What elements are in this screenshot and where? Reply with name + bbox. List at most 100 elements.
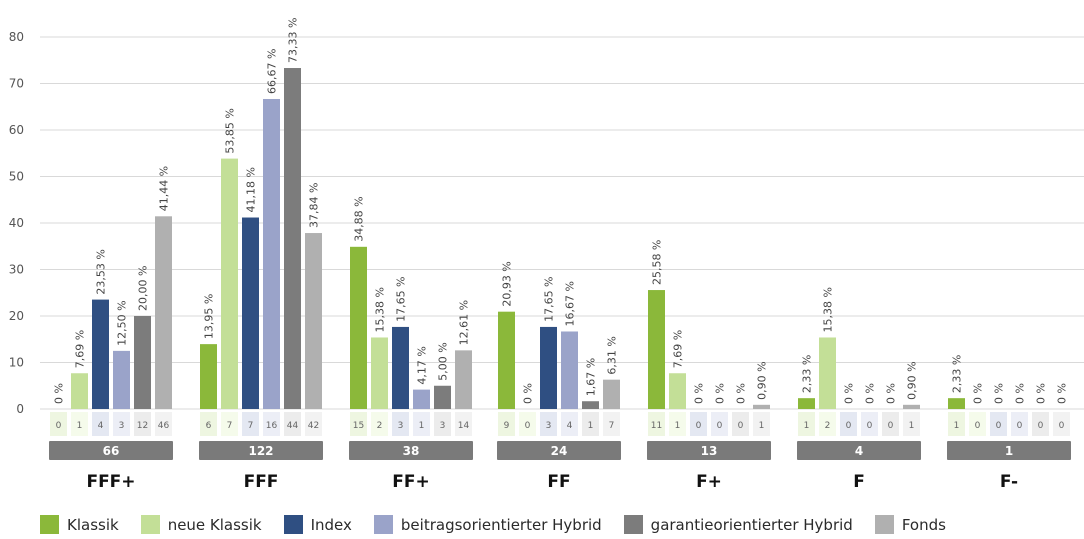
data-label: 0 % <box>735 383 748 404</box>
count-label: 7 <box>609 421 615 431</box>
count-cell <box>753 412 770 436</box>
count-cell <box>50 412 67 436</box>
count-label: 2 <box>377 421 383 431</box>
bar-ff-plus-garantieorientierter-hybrid <box>434 385 451 409</box>
category-label: F <box>853 472 865 492</box>
count-label: 1 <box>909 421 915 431</box>
y-tick-label: 50 <box>9 170 24 184</box>
data-label: 13,95 % <box>203 294 216 339</box>
data-label: 0 % <box>864 383 877 404</box>
y-tick-label: 10 <box>9 356 24 370</box>
data-label: 7,69 % <box>74 330 87 368</box>
count-label: 6 <box>206 421 212 431</box>
count-label: 0 <box>696 421 702 431</box>
count-label: 0 <box>1038 421 1044 431</box>
count-cell <box>371 412 388 436</box>
group-total-bar <box>349 441 473 460</box>
legend-swatch <box>874 515 894 534</box>
count-cell <box>603 412 620 436</box>
count-cell <box>455 412 472 436</box>
count-cell <box>200 412 217 436</box>
count-cell <box>305 412 322 436</box>
count-cell <box>711 412 728 436</box>
legend-swatch <box>40 515 59 534</box>
count-cell <box>413 412 430 436</box>
data-label: 73,33 % <box>287 18 300 63</box>
count-label: 1 <box>759 421 765 431</box>
data-label: 25,58 % <box>651 240 664 285</box>
count-cell <box>92 412 109 436</box>
bar-f-klassik <box>798 398 815 409</box>
data-label: 0 % <box>972 383 985 404</box>
data-label: 6,31 % <box>606 336 619 374</box>
bar-ff-index <box>540 326 557 409</box>
group-total-bar <box>49 441 173 460</box>
legend-swatch <box>140 515 160 534</box>
count-cell <box>540 412 557 436</box>
category-label: FFF <box>244 472 279 492</box>
bar-f-plus-klassik <box>648 290 665 409</box>
count-cell <box>498 412 515 436</box>
group-total-label: 122 <box>248 444 273 458</box>
group-total-label: 1 <box>1005 444 1013 458</box>
data-label: 0 % <box>693 383 706 404</box>
bar-fff-klassik <box>200 344 217 409</box>
data-label: 41,18 % <box>245 167 258 212</box>
data-label: 15,38 % <box>374 287 387 332</box>
count-cell <box>732 412 749 436</box>
group-total-label: 4 <box>855 444 863 458</box>
count-label: 0 <box>56 421 62 431</box>
legend-label: Index <box>310 515 352 534</box>
count-cell <box>434 412 451 436</box>
legend: Klassik neue Klassik Index beitragsorientie… <box>40 515 946 534</box>
count-label: 3 <box>546 421 552 431</box>
data-label: 2,33 % <box>951 355 964 393</box>
data-label: 7,69 % <box>672 330 685 368</box>
legend-item-neue-klassik: neue Klassik <box>140 515 262 534</box>
group-total-bar <box>947 441 1071 460</box>
y-tick-label: 80 <box>9 30 24 44</box>
legend-item-klassik: Klassik <box>40 515 119 534</box>
count-cell <box>948 412 965 436</box>
group-total-bar <box>647 441 771 460</box>
data-label: 0 % <box>53 383 66 404</box>
y-tick-label: 0 <box>16 402 24 416</box>
group-total-bar <box>497 441 621 460</box>
count-cell <box>819 412 836 436</box>
count-cell <box>284 412 301 436</box>
bar-fff-plus-fonds <box>155 216 172 409</box>
count-cell <box>582 412 599 436</box>
count-label: 0 <box>1059 421 1065 431</box>
count-cell <box>1032 412 1049 436</box>
count-cell <box>990 412 1007 436</box>
bar-fff-fonds <box>305 233 322 409</box>
count-cell <box>71 412 88 436</box>
y-tick-label: 60 <box>9 123 24 137</box>
legend-label: garantieorientierter Hybrid <box>650 515 853 534</box>
data-label: 12,61 % <box>458 300 471 345</box>
count-label: 0 <box>975 421 981 431</box>
count-label: 0 <box>867 421 873 431</box>
count-label: 0 <box>846 421 852 431</box>
data-label: 5,00 % <box>437 342 450 380</box>
count-label: 14 <box>458 421 470 431</box>
count-label: 42 <box>308 421 319 431</box>
count-label: 1 <box>675 421 681 431</box>
y-tick-label: 70 <box>9 77 24 91</box>
count-cell <box>969 412 986 436</box>
data-label: 23,53 % <box>95 249 108 294</box>
bar-ff-plus-beitragsorientierter-hybrid <box>413 389 430 409</box>
count-label: 0 <box>888 421 894 431</box>
y-tick-label: 40 <box>9 216 24 230</box>
data-label: 41,44 % <box>158 166 171 211</box>
count-cell <box>903 412 920 436</box>
count-cell <box>221 412 238 436</box>
count-label: 2 <box>825 421 831 431</box>
bar-f-plus-neue-klassik <box>669 373 686 409</box>
data-label: 2,33 % <box>801 355 814 393</box>
count-label: 0 <box>525 421 531 431</box>
count-cell <box>861 412 878 436</box>
bar-ff-plus-neue-klassik <box>371 337 388 409</box>
data-label: 0 % <box>714 383 727 404</box>
bar-f-plus-fonds <box>753 404 770 409</box>
